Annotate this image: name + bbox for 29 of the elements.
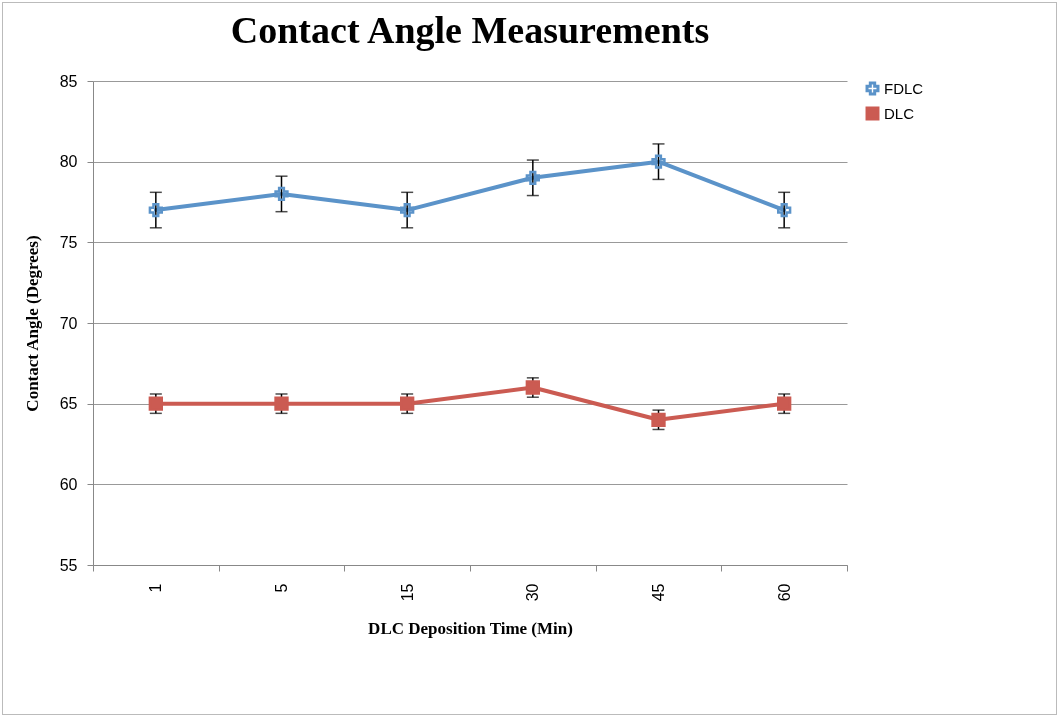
point <box>148 396 163 411</box>
point <box>274 396 289 411</box>
point <box>525 170 540 185</box>
y-tick-label: 60 <box>59 475 78 493</box>
x-tick-label: 1 <box>147 583 165 593</box>
point <box>400 202 415 218</box>
x-tick-label: 5 <box>273 583 290 593</box>
point <box>148 202 163 218</box>
x-tick-label: 30 <box>524 583 542 602</box>
point <box>777 396 792 411</box>
y-tick-label: 80 <box>59 153 78 171</box>
x-tick-label: 45 <box>650 583 667 602</box>
point <box>777 202 792 218</box>
y-axis-title: Contact Angle (Degrees) <box>22 235 42 412</box>
point <box>651 412 666 427</box>
y-tick-label: 70 <box>59 314 78 332</box>
chart-title: Contact Angle Measurements <box>230 9 710 51</box>
y-tick-label: 85 <box>59 72 78 90</box>
point <box>651 154 666 169</box>
point <box>274 186 289 202</box>
x-tick-label: 60 <box>775 583 793 602</box>
x-axis-title: DLC Deposition Time (Min) <box>368 619 573 639</box>
y-tick-label: 55 <box>59 556 78 574</box>
y-tick-label: 65 <box>59 395 78 413</box>
x-tick-label: 15 <box>398 583 416 602</box>
y-tick-label: 75 <box>59 233 78 251</box>
legend-label: FDLC <box>884 79 924 97</box>
legend-label: DLC <box>884 104 915 122</box>
point <box>400 396 415 411</box>
